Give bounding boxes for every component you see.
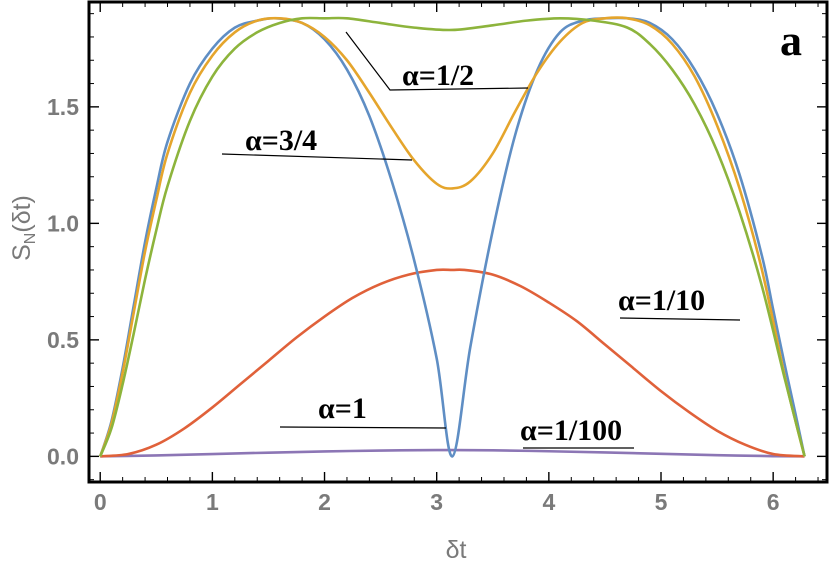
annotation-leader-line	[221, 153, 413, 161]
y-tick-label: 0.0	[47, 443, 79, 469]
annotation-alpha-1-2: α=1/2	[402, 59, 474, 92]
x-axis-title: δt	[446, 536, 467, 564]
plot-frame	[87, 0, 829, 484]
series-line-alpha-3-4	[99, 16, 806, 457]
annotation-alpha-3-4: α=3/4	[245, 124, 317, 157]
x-tick-label: 1	[206, 489, 219, 515]
y-tick-label: 1.0	[47, 210, 79, 236]
annotation-leaders	[221, 31, 741, 449]
annotation-leader-line	[619, 317, 741, 321]
series-line-alpha-1-100	[100, 448, 805, 458]
x-tick-label: 4	[542, 489, 555, 515]
annotation-leader-line	[279, 426, 447, 429]
series-lines	[98, 16, 806, 458]
series-line-alpha-1	[98, 16, 806, 458]
y-tick-label: 0.5	[47, 327, 79, 353]
annotation-alpha-1: α=1	[318, 392, 367, 425]
x-tick-label: 0	[94, 489, 107, 515]
x-tick-label: 3	[430, 489, 443, 515]
axes-ticks: 0 1 2 3 4 5 6 0.0 0.5 1.0 1.5	[47, 2, 827, 515]
y-axis-title: SN(δt)	[8, 195, 39, 261]
panel-label: a	[780, 16, 802, 65]
annotation-alpha-1-10: α=1/10	[618, 284, 705, 317]
x-tick-label: 5	[655, 489, 668, 515]
series-line-alpha-1-2	[98, 16, 806, 457]
annotation-alpha-1-100: α=1/100	[520, 414, 622, 447]
x-tick-label: 2	[318, 489, 331, 515]
annotation-leader-line	[345, 31, 529, 91]
series-line-alpha-1-10	[100, 268, 805, 458]
y-tick-label: 1.5	[47, 94, 79, 120]
x-tick-label: 6	[767, 489, 780, 515]
